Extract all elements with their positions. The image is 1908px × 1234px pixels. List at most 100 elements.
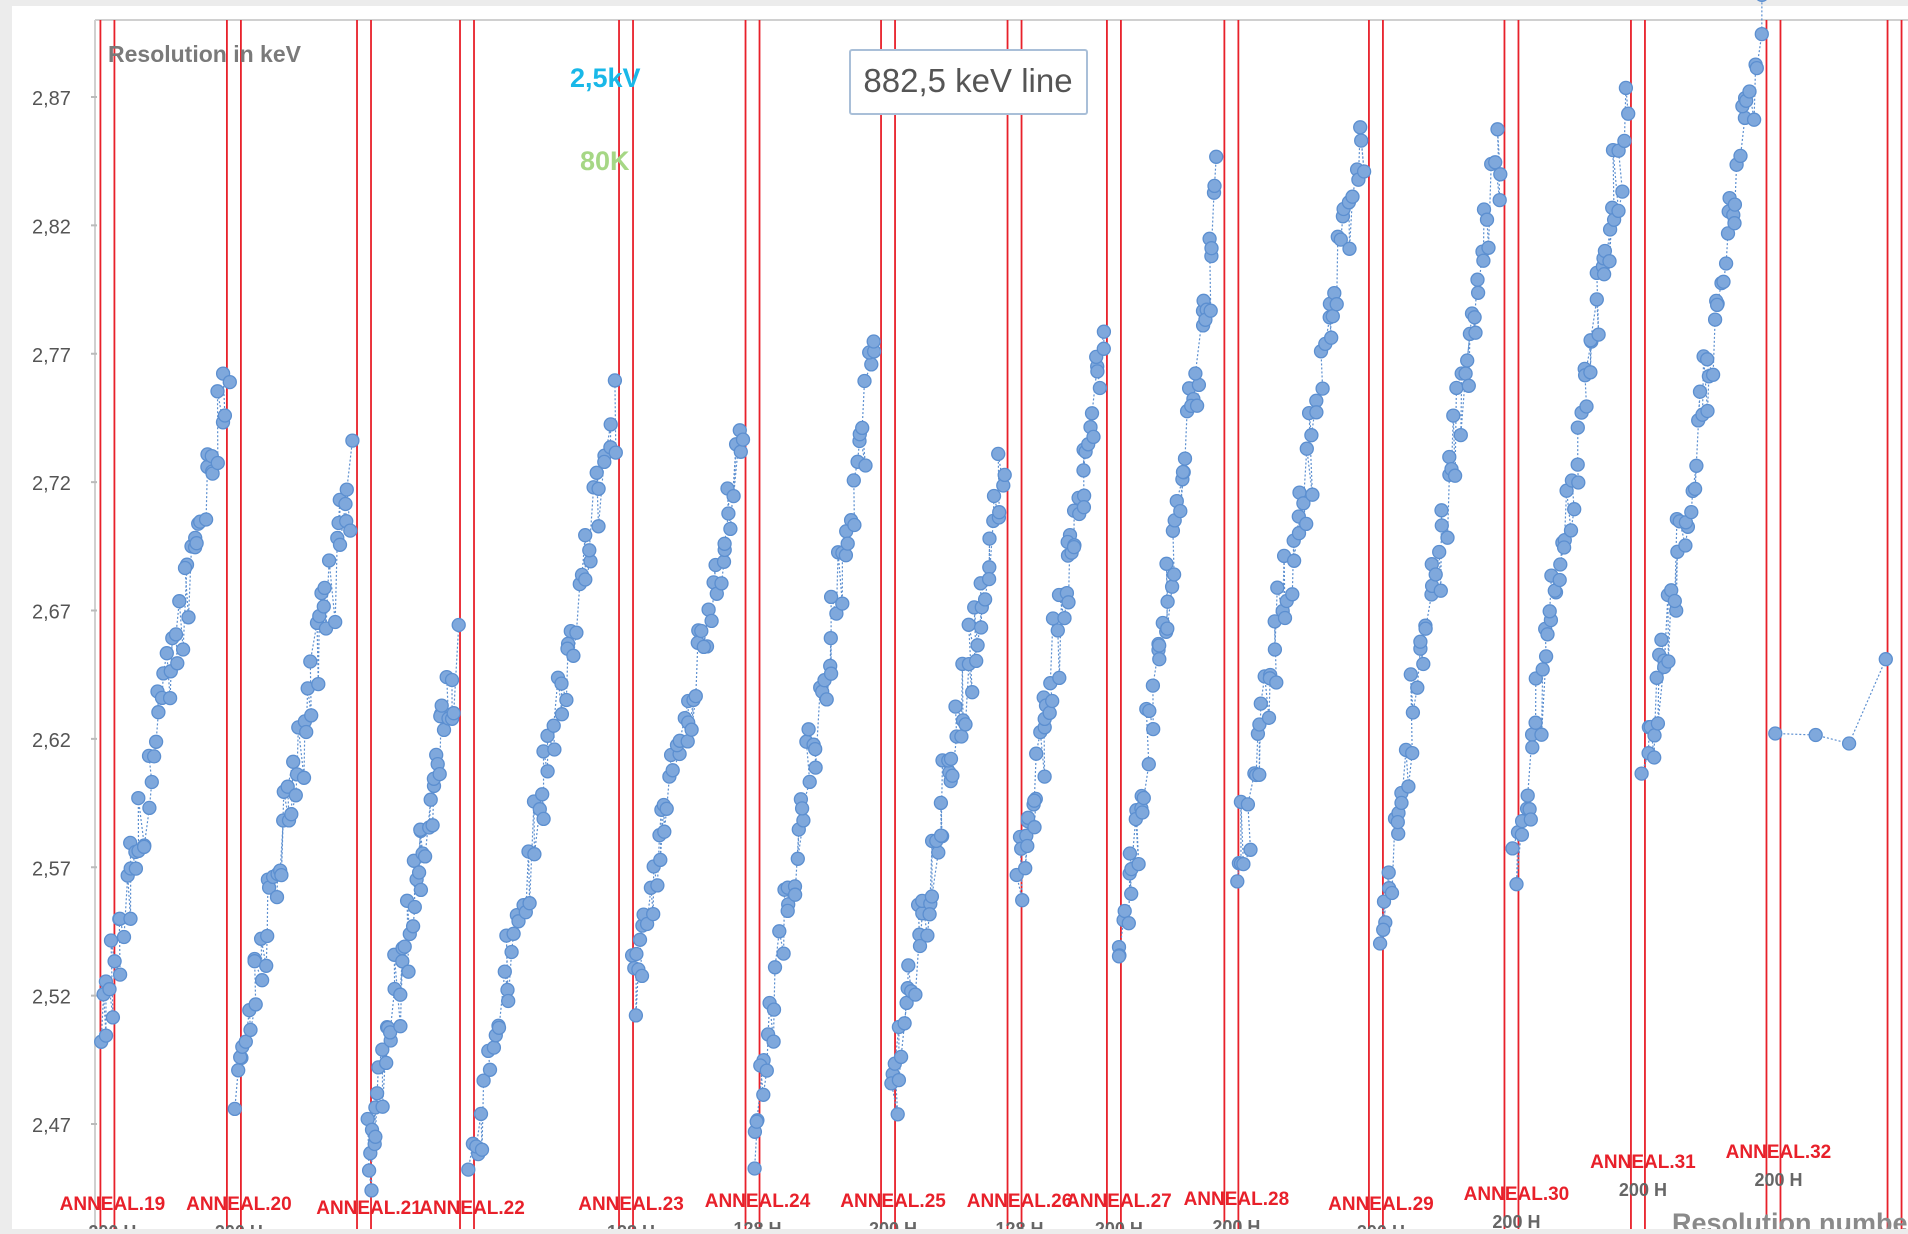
anneal-duration: 128 H — [996, 1219, 1044, 1229]
data-point — [1650, 716, 1666, 731]
data-point — [1175, 464, 1191, 480]
data-point — [933, 795, 949, 811]
data-point — [1240, 797, 1256, 812]
data-point — [210, 384, 225, 399]
data-point — [486, 1040, 502, 1055]
data-point — [1428, 567, 1443, 582]
data-point — [1481, 240, 1496, 255]
data-point — [1525, 740, 1540, 755]
data-point — [945, 768, 960, 783]
anneal-label: ANNEAL.29 — [1328, 1194, 1434, 1215]
data-point — [1727, 216, 1742, 231]
data-point — [151, 705, 166, 720]
data-point — [379, 1055, 394, 1071]
data-point — [991, 446, 1006, 462]
data-point — [559, 692, 574, 708]
data-point — [217, 408, 233, 423]
data-point — [393, 1019, 408, 1034]
data-point — [1618, 80, 1634, 96]
data-point — [159, 646, 174, 661]
data-point — [368, 1129, 383, 1144]
data-point — [1488, 155, 1503, 170]
data-point — [1442, 449, 1457, 465]
y-axis-label: Resolution in keV — [108, 41, 302, 67]
anneal-duration: 200 H — [88, 1222, 136, 1229]
data-point — [474, 1142, 490, 1157]
data-point — [943, 751, 959, 767]
data-point — [735, 432, 751, 447]
data-point — [382, 1025, 398, 1040]
data-point — [1203, 303, 1218, 318]
data-point — [1707, 312, 1723, 327]
data-point — [1718, 256, 1734, 271]
y-tick-label: 2,72 — [32, 473, 71, 495]
data-point — [589, 465, 604, 480]
y-tick-label: 2,87 — [32, 88, 71, 110]
data-point — [1333, 232, 1348, 247]
data-point — [819, 692, 834, 707]
data-point — [547, 742, 562, 757]
data-point — [920, 928, 935, 943]
data-point — [569, 625, 584, 640]
data-point — [801, 722, 816, 737]
x-axis-label: Resolution number — [1672, 1208, 1908, 1229]
data-point — [1768, 726, 1783, 741]
data-point — [1027, 820, 1042, 835]
data-point — [1296, 496, 1311, 511]
data-point — [1514, 827, 1530, 842]
data-point — [1267, 642, 1283, 657]
data-point — [1166, 567, 1182, 582]
data-point — [105, 1010, 121, 1025]
anneal-label: ANNEAL.28 — [1184, 1189, 1290, 1210]
data-point — [369, 1086, 385, 1101]
data-point — [339, 482, 354, 497]
data-point — [397, 939, 412, 954]
data-point — [1520, 788, 1535, 803]
data-point — [1493, 167, 1508, 182]
data-point — [296, 770, 312, 785]
data-point — [1470, 285, 1486, 300]
data-point — [1405, 705, 1421, 720]
series-connector — [1775, 658, 1887, 745]
data-point — [970, 638, 985, 653]
y-tick-label: 2,67 — [32, 602, 71, 624]
data-point — [425, 818, 440, 833]
data-point — [1418, 621, 1433, 636]
data-point — [1029, 746, 1044, 761]
data-point — [112, 967, 128, 982]
data-point — [1579, 399, 1594, 414]
data-point — [628, 1008, 644, 1023]
data-point — [98, 1028, 114, 1043]
data-point — [1742, 84, 1757, 99]
data-point — [1092, 380, 1108, 396]
y-axis: 2,87 2,82 2,77 2,72 2,67 2,62 2,57 2,52 2,47 — [32, 88, 97, 1137]
data-point — [1602, 254, 1617, 269]
data-point — [1542, 604, 1557, 619]
data-point — [413, 882, 429, 898]
data-point — [823, 666, 839, 681]
data-point — [780, 903, 795, 919]
data-point — [102, 982, 117, 997]
data-point — [491, 1020, 507, 1035]
data-point — [659, 801, 674, 816]
data-point — [973, 620, 989, 635]
data-point — [908, 987, 923, 1002]
data-point — [982, 531, 997, 546]
data-point — [393, 987, 408, 1002]
data-point — [646, 906, 661, 922]
data-point — [1716, 274, 1731, 289]
data-point — [451, 617, 466, 633]
data-point — [1476, 253, 1491, 268]
data-point — [1505, 841, 1520, 856]
data-point — [1634, 766, 1649, 781]
anneal-label: ANNEAL.27 — [1066, 1191, 1172, 1212]
data-point — [1434, 518, 1449, 533]
data-point — [162, 690, 178, 706]
data-point — [243, 1022, 258, 1038]
data-point — [107, 954, 122, 969]
data-point — [1209, 149, 1224, 164]
data-point — [992, 505, 1007, 520]
data-point — [473, 1106, 489, 1122]
data-point — [714, 576, 729, 591]
